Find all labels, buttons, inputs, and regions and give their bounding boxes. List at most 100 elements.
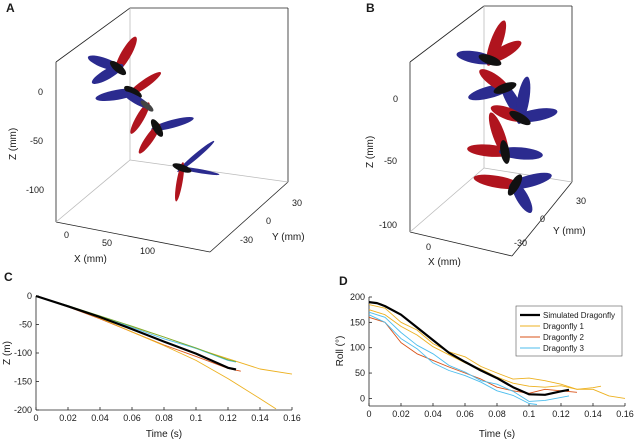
x-tick: 100 [140, 246, 155, 256]
legend-label: Dragonfly 3 [543, 344, 584, 353]
x-tick-label: 0.12 [552, 409, 570, 419]
y-tick-label: -50 [19, 320, 32, 330]
x-tick-label: 0.08 [155, 413, 173, 423]
x-tick: 50 [102, 238, 112, 248]
y-tick-label: -100 [14, 348, 32, 358]
series-line [368, 309, 602, 390]
forewing-shape [177, 140, 215, 172]
x-tick-label: 0.06 [123, 413, 141, 423]
z-tick: -100 [26, 185, 44, 195]
x-tick-label: 0.02 [392, 409, 410, 419]
legend-entries: Simulated Dragonfly Dragonfly 1 Dragonfly … [520, 311, 615, 353]
panel-b-y-label: Y (mm) [553, 226, 586, 237]
y-tick-label: 50 [355, 368, 365, 378]
panel-b-dragonfly-sequence [456, 20, 558, 213]
body-shape [109, 60, 127, 76]
panel-letter-a: A [6, 1, 15, 15]
panel-c-y-label: Z (m) [2, 341, 13, 365]
dragonfly-snapshot [473, 172, 552, 213]
body-shape [140, 100, 154, 112]
forewing-shape [515, 76, 531, 124]
panel-d-x-ticks: 0 0.02 0.04 0.06 0.08 0.1 0.12 0.14 0.16 [366, 403, 634, 419]
hindwing-shape [175, 162, 185, 202]
dragonfly-snapshot [87, 36, 137, 84]
legend-label: Simulated Dragonfly [543, 311, 615, 320]
x-tick-label: 0.14 [584, 409, 602, 419]
y-tick: 30 [576, 196, 586, 206]
series-line [35, 294, 237, 371]
dragonfly-snapshot [122, 91, 154, 134]
series-line [368, 304, 626, 399]
x-tick-label: 0.04 [91, 413, 109, 423]
y-tick-label: 0 [360, 393, 365, 403]
x-tick-label: 0.1 [190, 413, 203, 423]
dragonfly-snapshot [456, 20, 522, 66]
y-tick-label: -150 [14, 377, 32, 387]
panel-a-z-ticks: 0 -50 -100 [26, 87, 44, 195]
panel-c-y-ticks: 0 -50 -100 -150 -200 [14, 291, 39, 415]
panel-c-series [35, 294, 293, 410]
panel-c: C 0-50-100-150-200 0 0.02 0.04 0.06 0.08 0.1 0… [2, 270, 301, 440]
forewing-shape [151, 116, 194, 131]
panel-b-x-label: X (mm) [428, 257, 461, 268]
body-shape [509, 110, 531, 126]
dragonfly-snapshot [490, 76, 558, 126]
y-tick: -30 [514, 238, 527, 248]
body-shape [507, 174, 523, 196]
panel-b-box [409, 5, 573, 257]
y-tick-label: 0 [27, 291, 32, 301]
legend-label: Dragonfly 2 [543, 333, 584, 342]
panel-letter-b: B [366, 1, 375, 15]
x-tick: 0 [64, 230, 69, 240]
y-tick-label: 200 [350, 292, 365, 302]
panel-b-y-ticks: 30 0 -30 [514, 196, 586, 248]
y-tick: 0 [266, 216, 271, 226]
y-tick-label: 100 [350, 343, 365, 353]
panel-a-x-label: X (mm) [74, 254, 107, 265]
x-tick-label: 0.1 [523, 409, 536, 419]
panel-a-y-label: Y (mm) [272, 232, 305, 243]
panel-a-box [55, 7, 289, 253]
y-tick: 0 [540, 214, 545, 224]
panel-a-x-ticks: 0 50 100 [64, 230, 155, 256]
x-tick-label: 0.12 [219, 413, 237, 423]
x-tick-label: 0.04 [424, 409, 442, 419]
legend-label: Dragonfly 1 [543, 322, 584, 331]
panel-b-z-ticks: 0 -50 -100 [379, 94, 398, 230]
body-shape [478, 54, 502, 66]
dragonfly-snapshot [467, 112, 543, 164]
z-tick: 0 [393, 94, 398, 104]
hindwing-shape [115, 36, 137, 72]
z-tick: -50 [30, 136, 43, 146]
x-tick-label: 0.16 [616, 409, 634, 419]
panel-c-axes-frame [35, 296, 292, 411]
hindwing-shape [467, 144, 511, 157]
panel-c-x-ticks: 0 0.02 0.04 0.06 0.08 0.1 0.12 0.14 0.16 [33, 407, 301, 423]
series-line [368, 314, 538, 405]
x-tick-label: 0.02 [59, 413, 77, 423]
x-tick-label: 0 [366, 409, 371, 419]
series-line [35, 295, 277, 410]
dragonfly-snapshot [95, 72, 162, 102]
body-shape [172, 163, 192, 173]
x-tick-label: 0.14 [251, 413, 269, 423]
series-line [368, 311, 570, 402]
panel-b-z-label: Z (mm) [365, 136, 376, 168]
y-tick: 30 [292, 198, 302, 208]
hindwing-shape [130, 102, 150, 134]
panel-b: B 0 -50 -100 Z (mm) 30 0 -30 Y (mm) 0 X … [365, 1, 586, 268]
forewing-shape [499, 147, 543, 160]
panel-d-legend: Simulated Dragonfly Dragonfly 1 Dragonfly … [515, 305, 623, 357]
panel-b-x-ticks: 0 [426, 242, 431, 252]
panel-d-y-ticks: 200 150 100 50 0 [350, 292, 372, 403]
x-tick-label: 0.06 [456, 409, 474, 419]
panel-a: A 0 -50 -100 Z (mm) 30 0 -30 Y (mm) 0 50 [6, 1, 305, 265]
panel-d-series [368, 301, 626, 405]
body-shape [493, 82, 517, 94]
y-tick-label: -200 [14, 405, 32, 415]
x-tick-label: 0.16 [283, 413, 301, 423]
panel-c-x-label: Time (s) [146, 429, 182, 440]
x-tick-label: 0.08 [488, 409, 506, 419]
panel-d-x-label: Time (s) [479, 429, 515, 440]
